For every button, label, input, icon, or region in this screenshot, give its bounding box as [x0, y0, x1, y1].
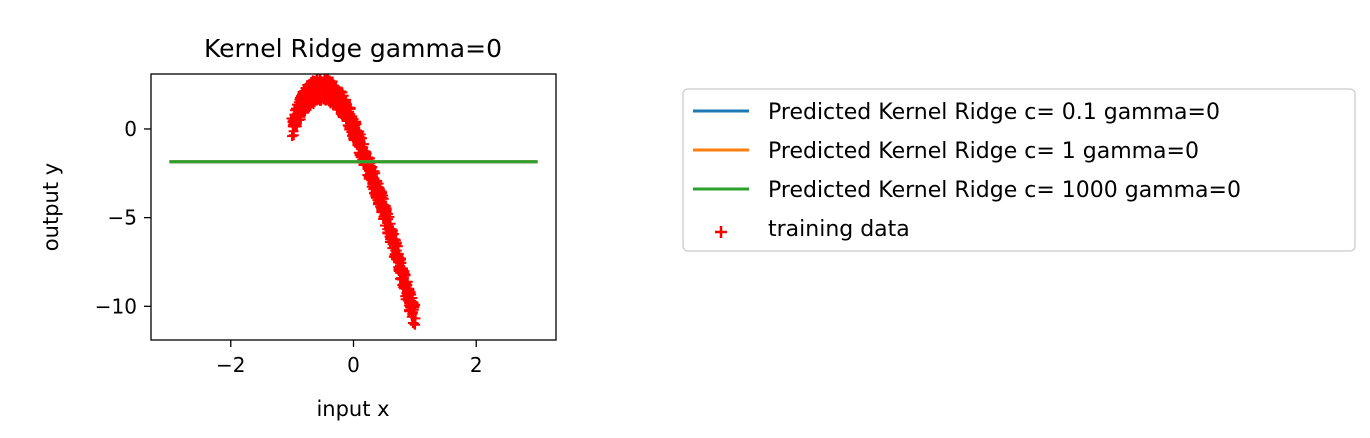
training-data-point [370, 168, 381, 179]
legend-label-1: Predicted Kernel Ridge c= 1 gamma=0 [768, 139, 1199, 164]
legend: Predicted Kernel Ridge c= 0.1 gamma=0 Pre… [682, 88, 1356, 252]
x-tick-label: −2 [216, 353, 245, 377]
training-data-points [286, 74, 421, 330]
chart-title: Kernel Ridge gamma=0 [204, 34, 502, 63]
y-tick-label: 0 [124, 117, 137, 141]
training-data-point [400, 270, 411, 281]
training-data-point [410, 313, 421, 324]
y-axis-label: output y [39, 163, 63, 251]
plot-area [169, 74, 538, 330]
training-data-point [410, 299, 421, 310]
y-tick-label: −5 [108, 206, 137, 230]
training-data-point [356, 133, 367, 144]
legend-frame [682, 88, 1356, 252]
y-tick-label: −10 [95, 294, 137, 318]
legend-label-0: Predicted Kernel Ridge c= 0.1 gamma=0 [768, 100, 1220, 125]
training-data-point [340, 97, 351, 108]
training-data-point [391, 239, 402, 250]
training-data-point [288, 130, 299, 141]
training-data-point [404, 285, 415, 296]
legend-label-training: training data [768, 217, 910, 242]
training-data-point [384, 211, 395, 222]
axes: −2 0 2 0 −5 −10 [95, 73, 557, 377]
x-tick-label: 0 [347, 353, 360, 377]
training-data-point [408, 318, 419, 329]
legend-marker-swatch [715, 226, 727, 238]
training-data-point [396, 257, 407, 268]
training-data-point [399, 268, 410, 279]
training-data-point [345, 103, 356, 114]
training-data-point [299, 107, 310, 118]
x-axis-label: input x [316, 397, 389, 421]
x-tick-label: 2 [470, 353, 483, 377]
legend-label-2: Predicted Kernel Ridge c= 1000 gamma=0 [768, 178, 1241, 203]
training-data-point [351, 117, 362, 128]
